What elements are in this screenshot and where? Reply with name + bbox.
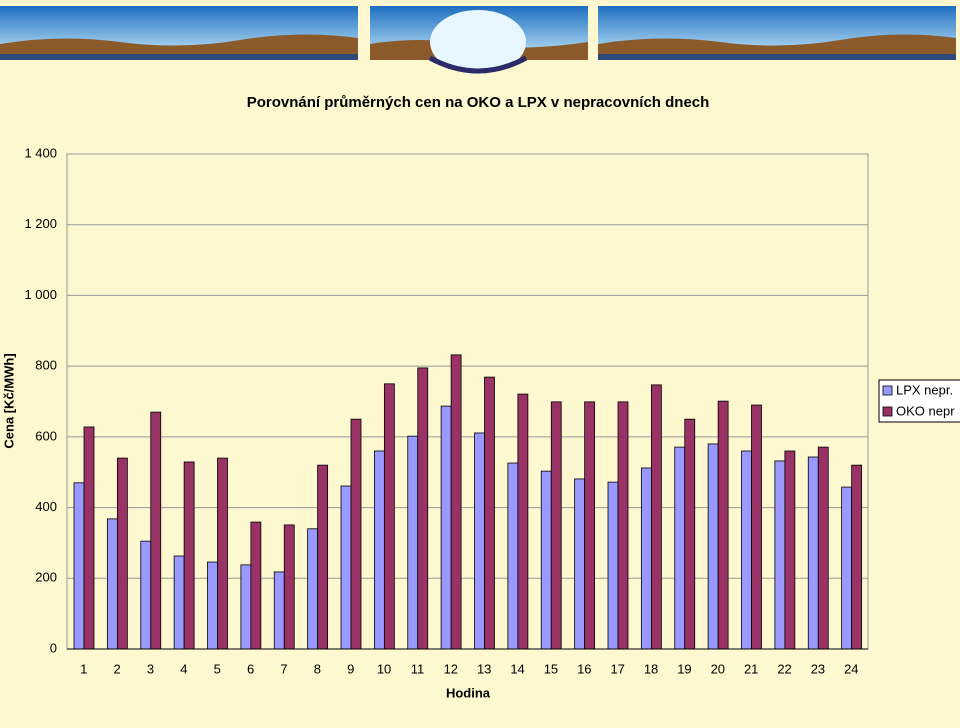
bar (617, 401, 629, 650)
bar (851, 464, 863, 650)
bar (474, 432, 485, 650)
bar (751, 404, 762, 650)
bar (440, 405, 452, 650)
bar (217, 457, 228, 650)
bar (841, 486, 853, 650)
x-tick-label: 20 (711, 661, 725, 676)
bar (250, 521, 262, 650)
x-tick-label: 10 (377, 661, 391, 676)
legend-label: OKO nepr (896, 403, 955, 418)
bar (584, 401, 596, 650)
x-tick-label: 4 (180, 661, 187, 676)
bar (383, 383, 395, 650)
bar (150, 411, 162, 650)
bar (684, 418, 696, 650)
x-tick-label: 15 (544, 661, 558, 676)
legend-swatch (882, 406, 893, 417)
y-tick-label: 1 200 (24, 216, 57, 231)
x-tick-label: 7 (280, 661, 287, 676)
y-tick-label: 400 (35, 499, 57, 514)
bar (273, 571, 285, 650)
legend (878, 379, 960, 423)
banner (0, 0, 960, 75)
x-tick-label: 16 (577, 661, 591, 676)
bar (417, 367, 429, 650)
x-tick-label: 9 (347, 661, 354, 676)
bar (173, 555, 185, 650)
bar (807, 456, 819, 650)
bar (741, 450, 752, 650)
x-tick-label: 12 (444, 661, 458, 676)
y-axis-title: Cena [Kč/MWh] (1, 353, 16, 448)
bar (240, 564, 252, 650)
x-tick-label: 18 (644, 661, 658, 676)
bar (540, 470, 552, 650)
x-tick-label: 3 (147, 661, 154, 676)
bar (774, 460, 786, 650)
bar (317, 464, 329, 650)
plot-area (66, 153, 869, 650)
chart-title: Porovnání průměrných cen na OKO a LPX v … (247, 94, 710, 111)
bar (340, 485, 352, 650)
bar (407, 435, 419, 650)
x-tick-label: 11 (411, 661, 425, 676)
x-tick-label: 5 (214, 661, 221, 676)
legend-swatch (882, 385, 893, 396)
x-tick-label: 22 (777, 661, 791, 676)
legend-label: LPX nepr. (896, 382, 953, 397)
y-tick-label: 200 (35, 570, 57, 585)
bar (484, 376, 495, 650)
bar (717, 400, 729, 650)
x-axis-title: Hodina (446, 685, 491, 700)
x-tick-label: 8 (314, 661, 321, 676)
bar (283, 524, 295, 650)
y-tick-label: 800 (35, 358, 57, 373)
y-tick-label: 600 (35, 428, 57, 443)
bar (550, 401, 562, 650)
y-tick-label: 0 (50, 640, 57, 655)
x-tick-label: 13 (477, 661, 491, 676)
bar (116, 457, 128, 650)
bar (650, 384, 662, 650)
bar (83, 426, 95, 650)
bar (674, 446, 686, 650)
bar (640, 467, 652, 650)
x-tick-label: 24 (844, 661, 858, 676)
y-tick-label: 1 000 (24, 287, 57, 302)
x-tick-label: 14 (510, 661, 524, 676)
bar (784, 450, 796, 650)
y-tick-label: 1 400 (24, 145, 57, 160)
bar (450, 354, 462, 650)
bar (183, 461, 195, 650)
x-tick-label: 2 (113, 661, 120, 676)
bar (507, 462, 519, 650)
bar (373, 450, 385, 650)
bar (350, 418, 362, 650)
bar (517, 393, 529, 650)
bar (574, 478, 586, 650)
bar (817, 446, 829, 650)
bar (140, 540, 152, 650)
bar (73, 482, 85, 650)
x-tick-label: 19 (677, 661, 691, 676)
x-tick-label: 21 (744, 661, 758, 676)
bar (607, 481, 619, 650)
bar (307, 528, 319, 650)
x-tick-label: 1 (80, 661, 87, 676)
bar (106, 518, 118, 650)
x-tick-label: 6 (247, 661, 254, 676)
x-tick-label: 17 (610, 661, 624, 676)
bar (707, 443, 719, 650)
x-tick-label: 23 (811, 661, 825, 676)
bar (207, 561, 218, 650)
